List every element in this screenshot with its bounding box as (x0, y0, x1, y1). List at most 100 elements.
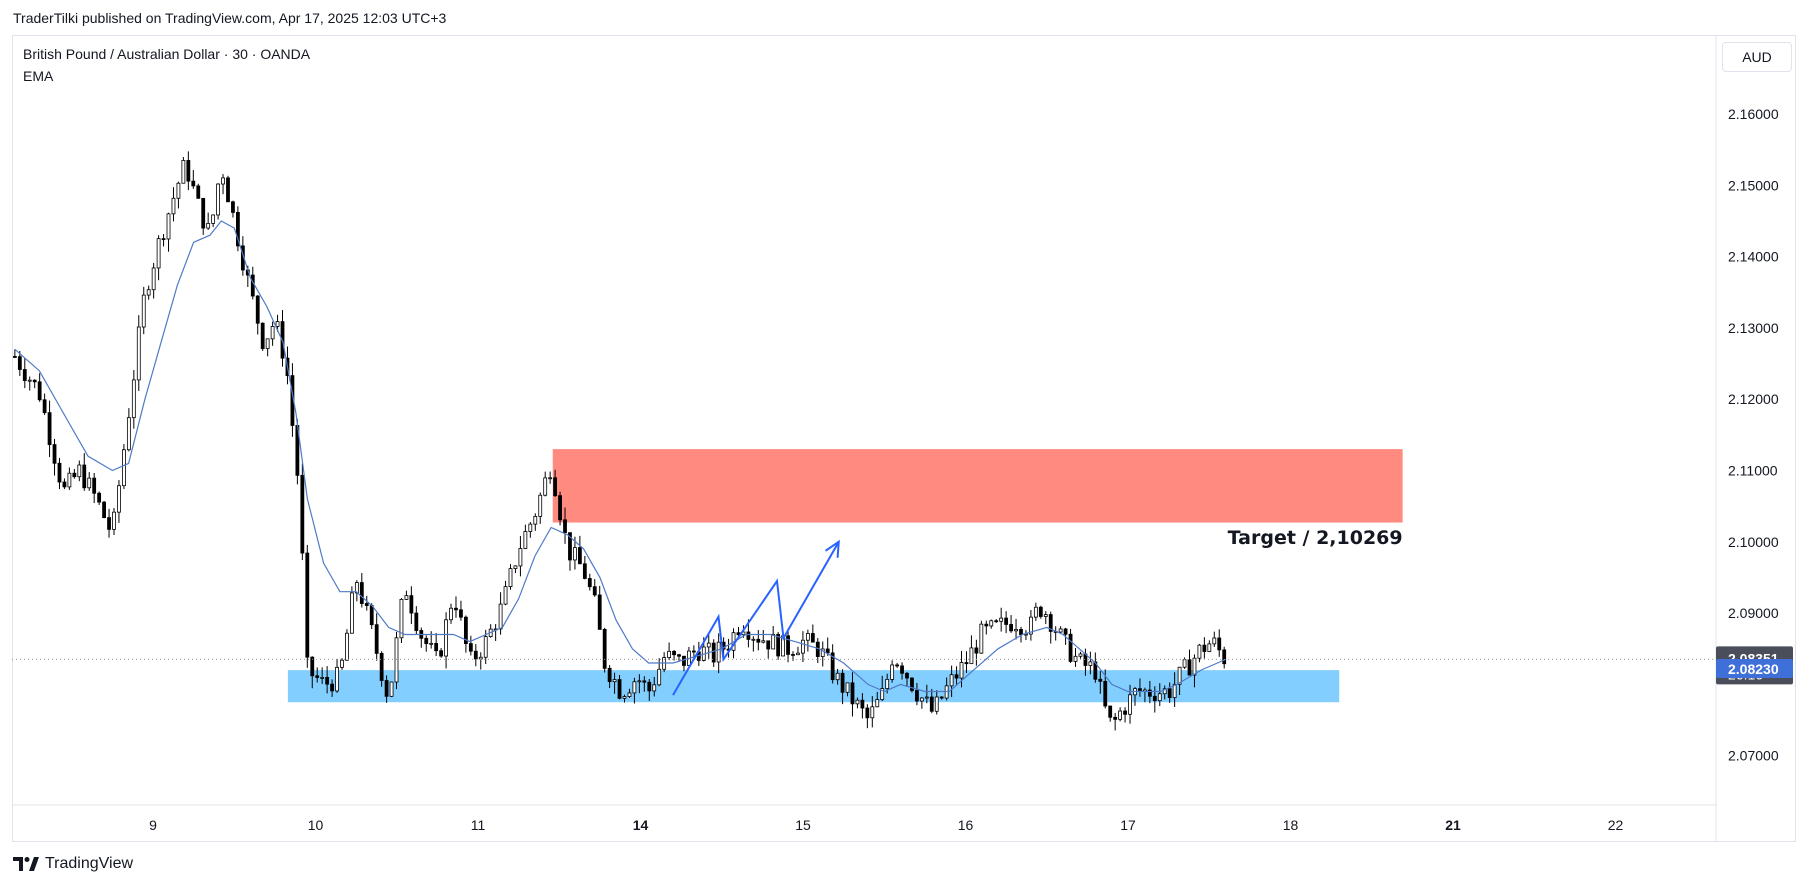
candle-body (890, 664, 895, 680)
arrowhead (824, 539, 840, 558)
tradingview-logo[interactable]: TradingView (13, 855, 133, 873)
candle-body (865, 707, 870, 719)
candle-body (87, 477, 92, 489)
candle-body (518, 548, 523, 567)
candle-body (1177, 666, 1182, 685)
candle-body (255, 295, 260, 324)
candle-body (206, 222, 211, 229)
candle-body (612, 679, 617, 683)
candle-body (667, 650, 671, 658)
candle-body (835, 672, 840, 681)
candle-body (270, 326, 275, 340)
candle-body (112, 511, 116, 530)
candle-body (592, 586, 597, 596)
price-tick-label: 2.15000 (1728, 177, 1779, 193)
candle-body (761, 640, 766, 643)
projection-arrow[interactable] (672, 541, 840, 696)
candle-body (1113, 716, 1118, 720)
candle-body (1187, 659, 1192, 676)
candle-body (349, 592, 354, 634)
candle-body (429, 642, 434, 645)
candle-body (1128, 694, 1132, 715)
candle-body (503, 586, 508, 605)
candle-body (934, 696, 939, 712)
symbol-title[interactable]: British Pound / Australian Dollar · 30 ·… (23, 46, 311, 62)
candle-body (706, 642, 711, 648)
candle-body (275, 321, 280, 327)
candle-body (1108, 705, 1113, 718)
candle-body (776, 633, 781, 657)
candle-body (340, 659, 344, 668)
candle-body (929, 696, 934, 712)
candle-body (250, 274, 255, 297)
time-tick-label: 18 (1283, 817, 1299, 833)
candle-body (1088, 661, 1093, 666)
candle-body (12, 356, 17, 358)
candle-body (513, 565, 518, 569)
candle-body (320, 676, 325, 679)
candle-body (151, 267, 156, 291)
candle-body (642, 680, 647, 683)
time-tick-label: 17 (1120, 817, 1136, 833)
candle-body (97, 492, 102, 503)
candle-body (498, 603, 503, 630)
candle-body (1147, 689, 1152, 697)
candle-body (1038, 606, 1043, 617)
candle-body (226, 177, 230, 203)
candle-body (558, 495, 562, 521)
candle-body (900, 665, 904, 674)
candle-body (62, 481, 67, 488)
candle-body (166, 213, 171, 240)
candle-body (959, 662, 964, 679)
candle-body (573, 547, 577, 561)
candle-body (454, 607, 458, 611)
candle-body (801, 639, 805, 654)
currency-selector[interactable]: AUD (1722, 42, 1792, 72)
candle-body (107, 517, 111, 530)
ema-line[interactable] (14, 220, 1226, 693)
candle-body (141, 294, 146, 328)
candle-body (885, 678, 890, 689)
candle-body (52, 444, 57, 464)
candle-body (860, 699, 865, 709)
price-tick-label: 2.16000 (1728, 106, 1779, 122)
price-tick-label: 2.09000 (1728, 605, 1779, 621)
candle-body (424, 637, 429, 645)
candle-body (895, 664, 899, 667)
indicator-label[interactable]: EMA (23, 68, 54, 84)
candle-body (994, 620, 999, 623)
candle-body (379, 652, 384, 681)
candle-body (404, 595, 409, 600)
candle-body (102, 501, 106, 519)
candle-body (805, 633, 810, 641)
candle-body (538, 494, 543, 517)
candle-body (1103, 680, 1108, 707)
time-tick-label: 9 (149, 817, 157, 833)
tradingview-logo-icon (13, 857, 39, 871)
candle-body (582, 563, 587, 579)
candles (12, 151, 1227, 731)
candle-body (1197, 644, 1202, 659)
candle-body (305, 552, 310, 658)
candle-body (563, 519, 567, 534)
candle-body (1207, 643, 1212, 652)
candle-body (1068, 633, 1073, 662)
demand-zone[interactable] (287, 670, 1340, 703)
candle-body (176, 182, 181, 199)
candle-body (845, 682, 850, 693)
candle-body (1217, 637, 1222, 651)
candle-body (1202, 644, 1207, 652)
candle-body (32, 379, 37, 383)
candle-body (1043, 614, 1048, 617)
supply-zone[interactable] (552, 449, 1403, 523)
candle-body (949, 674, 954, 687)
candle-body (1222, 649, 1227, 665)
candle-body (682, 655, 686, 666)
candle-body (791, 654, 795, 656)
candle-body (1078, 653, 1083, 657)
candle-body (840, 672, 845, 693)
demand-price-value: 2.08230 (1728, 661, 1779, 677)
demand-price-tag[interactable] (1716, 659, 1793, 679)
candle-body (439, 650, 444, 657)
